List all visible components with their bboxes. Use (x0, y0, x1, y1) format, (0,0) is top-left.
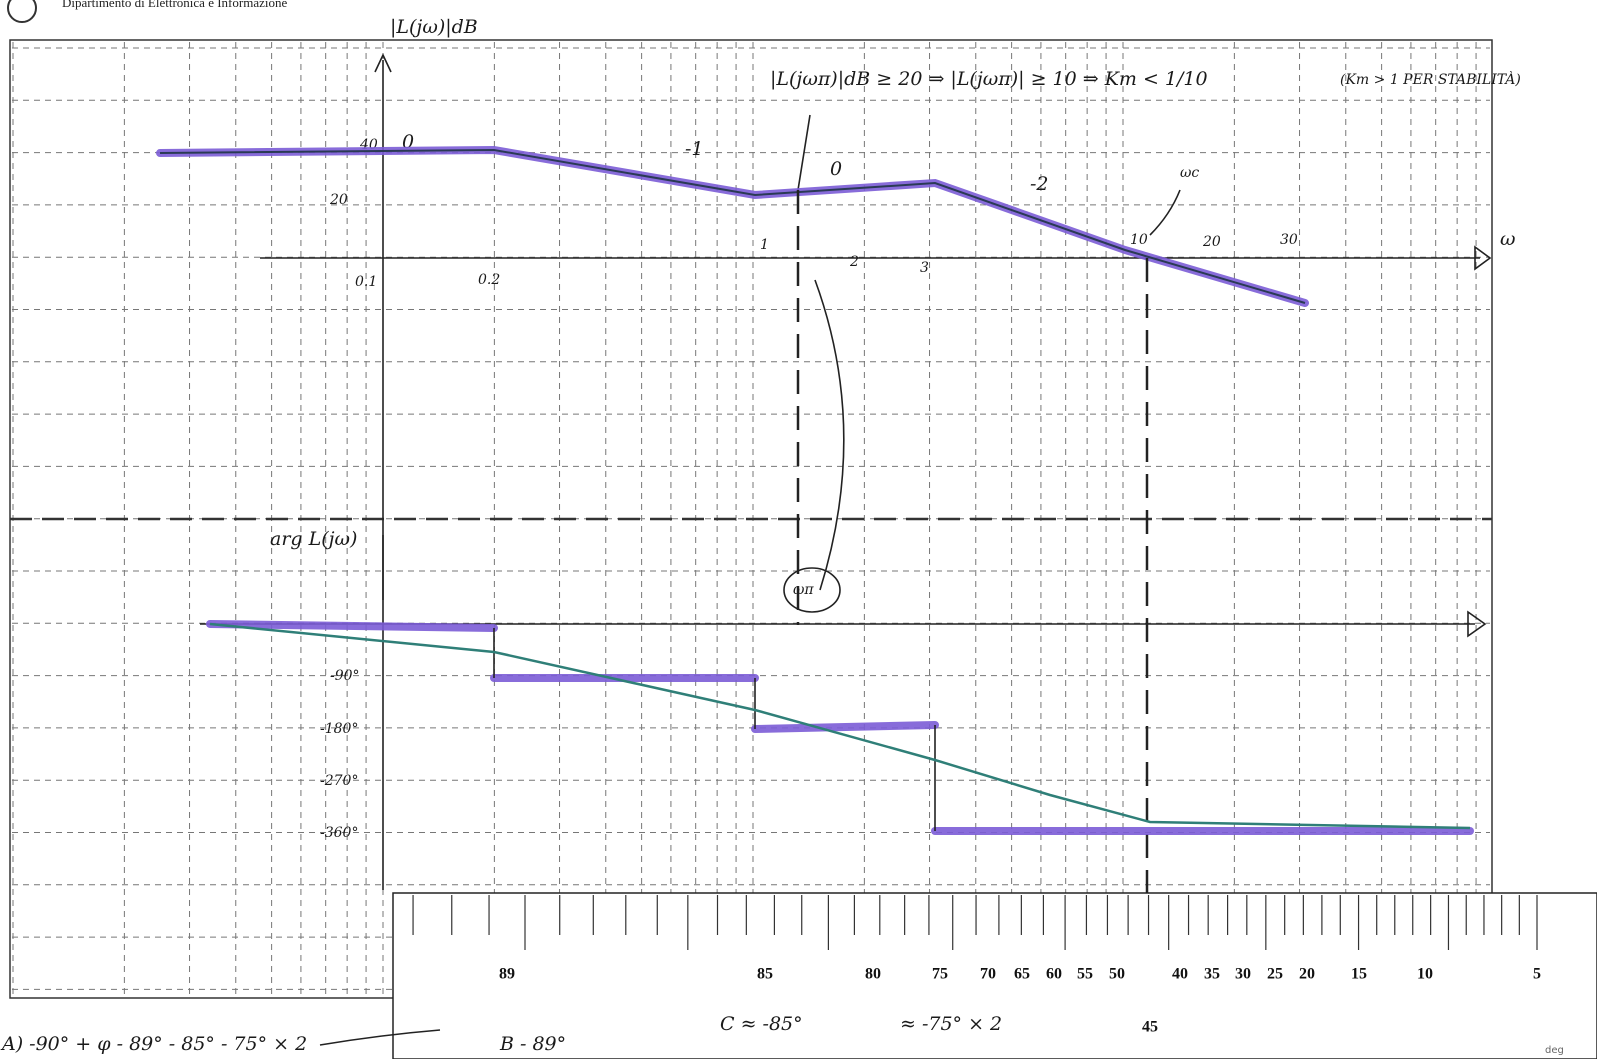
scale-label: 25 (1267, 966, 1283, 983)
phase-asymptotes (206, 620, 1474, 835)
slope: -1 (685, 138, 704, 160)
crossover-label: ωc (1180, 165, 1199, 181)
magnitude-asymptote (156, 145, 1309, 307)
scale-label: 65 (1014, 966, 1030, 983)
note: C ≈ -85° (720, 1013, 803, 1035)
department: Dipartimento di Elettronica e Informazio… (62, 0, 287, 10)
stability: (Km > 1 PER STABILITÀ) (1340, 70, 1521, 88)
scale-label: 50 (1109, 966, 1125, 983)
phase-axis-label: arg L(jω) (270, 528, 357, 550)
omega-pi-circle (783, 567, 841, 613)
scale-label: 40 (1172, 966, 1188, 983)
freq-tick: 10 (1130, 232, 1148, 248)
magnitude-trace (159, 148, 1306, 304)
logo (7, 0, 37, 23)
scale-label: 5 (1533, 966, 1541, 983)
scale-label: 20 (1299, 966, 1315, 983)
phase-step (751, 721, 939, 733)
scale-ticks: 89 85 80 75 70 65 60 55 50 45 40 35 30 25 20 15 10 5 (412, 895, 1541, 1036)
freq-tick: 1 (760, 237, 769, 253)
note: ≈ -75° × 2 (900, 1013, 1002, 1035)
scale-label: 80 (865, 966, 881, 983)
arrow (814, 279, 845, 591)
condition: |L(jωπ)|dB ≥ 20 ⇒ |L(jωπ)| ≥ 10 ⇒ Km < 1… (770, 68, 1208, 90)
slope: 0 (830, 158, 842, 180)
scale-label: 55 (1077, 966, 1093, 983)
arrow (1467, 610, 1487, 638)
arrow (319, 1029, 441, 1046)
freq-tick: 20 (1202, 234, 1221, 250)
phase-tick: -270° (320, 773, 358, 789)
scale-label: 85 (757, 966, 773, 983)
scale-unit: deg (1545, 1045, 1564, 1056)
scale-label: 45 (1142, 1019, 1158, 1036)
phase-tick: -180° (320, 721, 358, 737)
scale-label: 70 (980, 966, 996, 983)
freq-tick: 3 (920, 260, 929, 276)
scale-label: 89 (499, 966, 515, 983)
arrow (1149, 189, 1181, 236)
scale-label: 15 (1351, 966, 1367, 983)
freq-tick: 0.1 (355, 274, 377, 290)
arrow (1474, 245, 1492, 271)
note: B - 89° (499, 1033, 566, 1055)
scale-label: 35 (1204, 966, 1220, 983)
scale-label: 75 (932, 966, 948, 983)
phase-tick: -90° (330, 668, 360, 684)
scale-label: 30 (1235, 966, 1251, 983)
arrow (374, 53, 392, 73)
phase-curve (209, 622, 1471, 830)
scale-label: 10 (1417, 966, 1433, 983)
omega-pi-label: ωπ (793, 582, 814, 598)
phase-step (206, 620, 498, 632)
scale-label: 60 (1046, 966, 1062, 983)
freq-axis-label: ω (1500, 228, 1516, 250)
phase-tick: -360° (320, 825, 358, 841)
leader (797, 114, 811, 191)
mag-tick: 20 (329, 192, 348, 208)
mag-axis-label: |L(jω)|dB (390, 16, 478, 38)
freq-tick: 2 (849, 254, 859, 270)
slope: -2 (1030, 173, 1049, 195)
freq-tick: 0.2 (478, 272, 500, 288)
freq-tick: 30 (1280, 232, 1298, 248)
note: A) -90° + φ - 89° - 85° - 75° × 2 (0, 1033, 307, 1055)
